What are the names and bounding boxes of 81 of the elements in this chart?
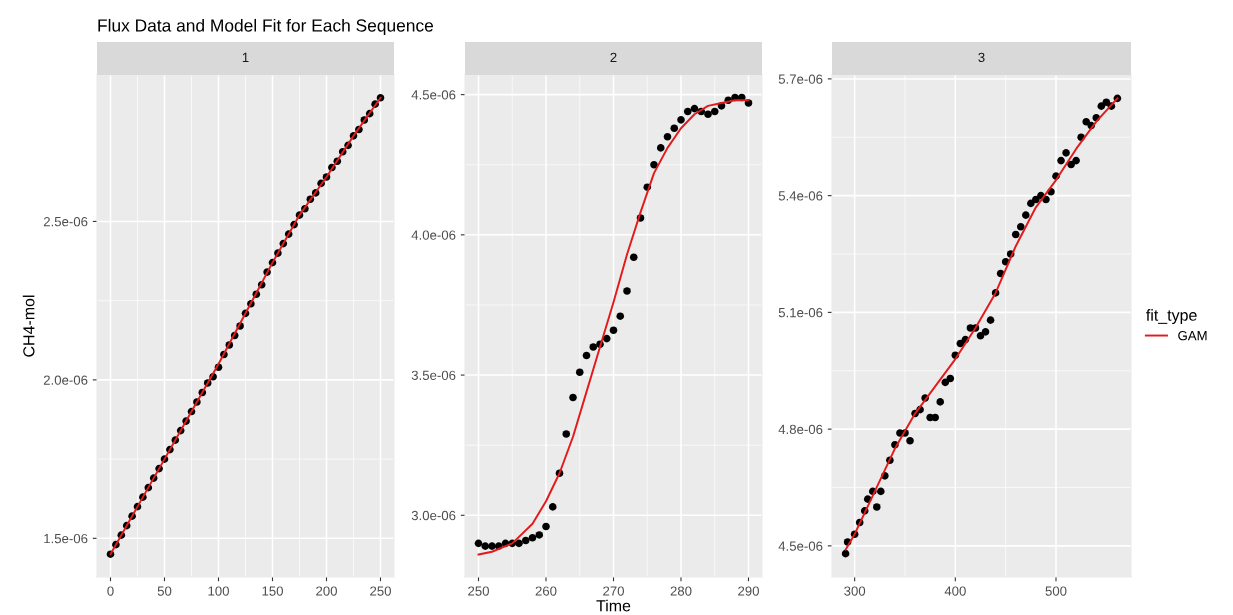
y-tick-label: 3.0e-06	[411, 510, 456, 521]
point	[528, 533, 537, 542]
point	[542, 522, 550, 531]
point	[562, 430, 571, 438]
x-tick-label: 250	[468, 586, 489, 596]
legend-title: fit_type	[1146, 309, 1197, 324]
x-tick-label: 300	[844, 586, 866, 596]
legend-label: GAM	[1178, 330, 1207, 341]
point	[946, 374, 955, 383]
point	[602, 334, 611, 343]
point	[1062, 149, 1070, 157]
point	[474, 539, 483, 548]
y-tick-label: 5.7e-06	[778, 74, 823, 84]
point	[589, 343, 598, 351]
point	[650, 160, 658, 169]
point	[1011, 230, 1020, 239]
point	[535, 531, 544, 539]
y-tick-label: 4.0e-06	[411, 230, 456, 240]
chart-subtitle: 3	[978, 52, 985, 63]
point	[515, 539, 523, 548]
point	[1097, 102, 1106, 110]
point	[521, 536, 530, 545]
y-tick-label: 5.1e-06	[778, 307, 823, 318]
point	[906, 436, 914, 445]
point	[609, 326, 618, 335]
point	[663, 132, 672, 141]
y-tick-label: 3.5e-06	[411, 370, 456, 380]
point	[575, 368, 584, 377]
point	[704, 110, 712, 119]
point	[670, 124, 679, 133]
point	[1021, 211, 1030, 219]
y-tick-label: 2.5e-06	[43, 216, 88, 227]
point	[976, 331, 985, 340]
point	[629, 253, 638, 262]
y-tick-label: 5.4e-06	[778, 191, 823, 201]
x-tick-label: 50	[157, 586, 172, 596]
point	[1016, 222, 1025, 231]
x-tick-label: 200	[316, 586, 337, 596]
point	[616, 312, 625, 320]
point	[1072, 156, 1080, 165]
x-axis-title: Time	[596, 599, 631, 612]
point	[873, 503, 881, 511]
point	[936, 398, 945, 406]
point	[548, 503, 557, 511]
y-tick-label: 4.8e-06	[778, 424, 823, 435]
point	[877, 487, 885, 496]
y-tick-label: 2.0e-06	[43, 375, 88, 385]
point	[656, 144, 665, 152]
y-tick-label: 4.5e-06	[778, 541, 823, 551]
x-tick-label: 500	[1045, 586, 1067, 596]
point	[981, 328, 990, 336]
chart-subtitle: 1	[242, 52, 249, 62]
point	[1027, 199, 1035, 208]
point	[841, 549, 850, 558]
x-tick-label: 270	[603, 586, 624, 596]
point	[481, 542, 490, 550]
x-tick-label: 260	[535, 586, 557, 596]
point	[623, 287, 631, 295]
x-tick-label: 0	[107, 586, 114, 596]
point	[683, 107, 692, 116]
chart-subtitle: 2	[610, 52, 617, 62]
point	[986, 316, 995, 324]
point	[931, 413, 939, 422]
x-tick-label: 150	[262, 586, 283, 596]
point	[569, 393, 577, 402]
x-tick-label: 100	[208, 586, 229, 596]
point	[1057, 156, 1065, 165]
y-axis-title: CH4-mol	[22, 295, 35, 357]
point	[710, 107, 719, 116]
y-tick-label: 1.5e-06	[44, 533, 88, 544]
chart-title: Flux Data and Model Fit for Each Sequence	[98, 18, 434, 36]
x-tick-label: 400	[944, 586, 966, 596]
x-tick-label: 290	[738, 586, 759, 596]
point	[690, 104, 699, 113]
x-tick-label: 250	[370, 586, 391, 596]
y-tick-label: 4.5e-06	[411, 90, 456, 100]
point	[1102, 98, 1111, 107]
x-tick-label: 280	[670, 586, 692, 596]
point	[488, 542, 496, 550]
point	[582, 351, 591, 360]
point	[677, 116, 685, 124]
